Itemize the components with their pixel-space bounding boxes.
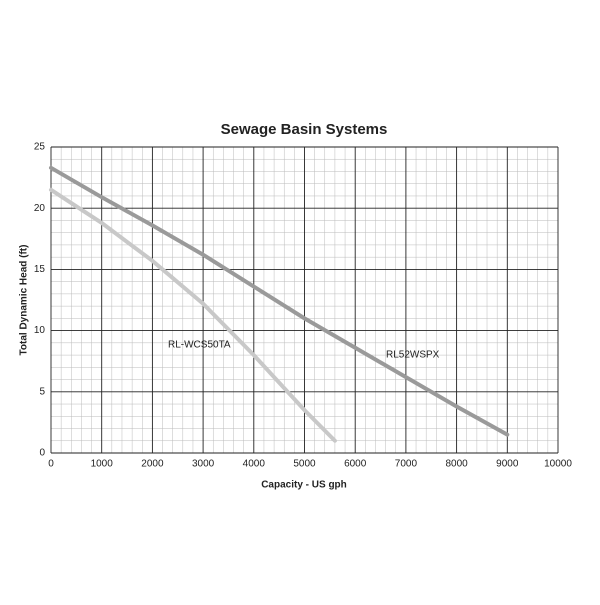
x-tick-label: 7000 bbox=[395, 459, 418, 470]
y-tick-label: 15 bbox=[34, 264, 46, 275]
x-tick-label: 10000 bbox=[544, 459, 572, 470]
y-tick-label: 0 bbox=[39, 448, 45, 459]
series-label: RL52WSPX bbox=[386, 350, 440, 361]
series-label: RL-WCS50TA bbox=[168, 340, 231, 351]
x-tick-label: 8000 bbox=[445, 459, 468, 470]
chart-title: Sewage Basin Systems bbox=[221, 121, 388, 138]
y-tick-label: 20 bbox=[34, 203, 46, 214]
y-axis-label: Total Dynamic Head (ft) bbox=[19, 245, 30, 356]
x-tick-label: 3000 bbox=[192, 459, 215, 470]
y-tick-label: 10 bbox=[34, 325, 46, 336]
series-line bbox=[49, 187, 337, 443]
x-tick-label: 9000 bbox=[496, 459, 519, 470]
x-tick-label: 5000 bbox=[293, 459, 316, 470]
x-tick-label: 4000 bbox=[243, 459, 266, 470]
x-axis-label: Capacity - US gph bbox=[261, 480, 347, 491]
x-tick-label: 2000 bbox=[141, 459, 164, 470]
x-tick-label: 0 bbox=[48, 459, 54, 470]
y-tick-label: 25 bbox=[34, 142, 46, 153]
x-tick-label: 1000 bbox=[91, 459, 114, 470]
y-tick-label: 5 bbox=[39, 386, 45, 397]
x-tick-label: 6000 bbox=[344, 459, 367, 470]
series-line bbox=[49, 165, 510, 437]
